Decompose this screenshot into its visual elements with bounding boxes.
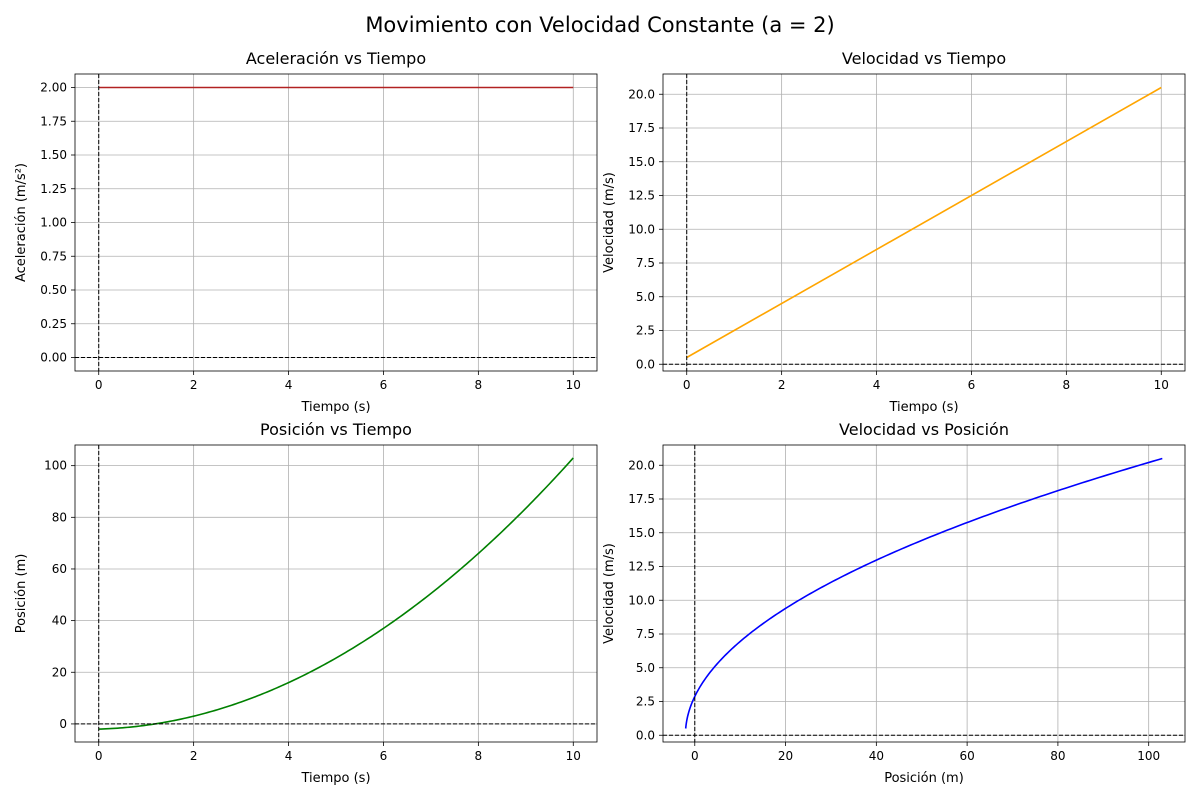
y-tick-label: 12.5 — [628, 189, 655, 203]
x-tick-label: 6 — [380, 378, 388, 392]
y-tick-label: 20 — [52, 665, 67, 679]
x-tick-label: 2 — [778, 378, 786, 392]
y-tick-label: 15.0 — [628, 526, 655, 540]
y-tick-label: 0.25 — [40, 317, 67, 331]
subplot-title: Velocidad vs Posición — [839, 420, 1009, 439]
subplot-4: 0 20 40 60 80 100 0.0 2.5 5.0 7.5 10.0 12.5 15.0 17.5… — [602, 420, 1186, 786]
y-tick-label: 10.0 — [628, 222, 655, 236]
y-tick-label: 17.5 — [628, 492, 655, 506]
x-tick-label: 2 — [190, 749, 198, 763]
y-tick-label: 60 — [52, 562, 67, 576]
x-tick-label: 10 — [566, 749, 581, 763]
y-tick-label: 0.75 — [40, 249, 67, 263]
x-tick-label: 80 — [1050, 749, 1065, 763]
y-tick-label: 0 — [59, 717, 67, 731]
x-tick-label: 100 — [1137, 749, 1160, 763]
x-tick-label: 2 — [190, 378, 198, 392]
y-tick-label: 1.50 — [40, 148, 67, 162]
y-tick-label: 100 — [44, 459, 67, 473]
y-tick-label: 40 — [52, 614, 67, 628]
x-tick-label: 10 — [566, 378, 581, 392]
x-tick-label: 40 — [869, 749, 884, 763]
y-tick-label: 17.5 — [628, 121, 655, 135]
x-tick-label: 0 — [95, 749, 103, 763]
subplot-title: Posición vs Tiempo — [260, 420, 412, 439]
x-tick-label: 8 — [1063, 378, 1071, 392]
y-tick-label: 10.0 — [628, 593, 655, 607]
y-tick-label: 20.0 — [628, 458, 655, 472]
y-tick-label: 5.0 — [636, 661, 655, 675]
x-axis-label: Tiempo (s) — [300, 771, 370, 786]
y-tick-label: 0.0 — [636, 728, 655, 742]
x-tick-label: 6 — [968, 378, 976, 392]
y-axis-label: Velocidad (m/s) — [602, 543, 617, 644]
y-tick-label: 12.5 — [628, 560, 655, 574]
x-tick-label: 8 — [475, 749, 483, 763]
subplot-2: 0 2 4 6 8 10 0.0 2.5 5.0 7.5 10.0 12.5 15.0 17.5 20.0 V… — [602, 49, 1186, 415]
x-axis-label: Posición (m) — [884, 771, 964, 786]
x-tick-label: 10 — [1154, 378, 1169, 392]
x-tick-label: 6 — [380, 749, 388, 763]
y-tick-label: 0.50 — [40, 283, 67, 297]
y-tick-label: 15.0 — [628, 155, 655, 169]
y-tick-label: 0.00 — [40, 351, 67, 365]
x-axis-label: Tiempo (s) — [888, 400, 958, 415]
y-tick-label: 1.75 — [40, 114, 67, 128]
x-tick-label: 8 — [475, 378, 483, 392]
x-axis-label: Tiempo (s) — [300, 400, 370, 415]
figure-title: Movimiento con Velocidad Constante (a = … — [365, 13, 834, 37]
y-tick-label: 0.0 — [636, 357, 655, 371]
y-axis-label: Posición (m) — [14, 554, 29, 634]
y-tick-label: 1.25 — [40, 182, 67, 196]
y-tick-label: 2.5 — [636, 695, 655, 709]
x-tick-label: 4 — [873, 378, 881, 392]
series-line-1 — [98, 457, 574, 730]
y-tick-label: 1.00 — [40, 216, 67, 230]
y-tick-label: 2.00 — [40, 81, 67, 95]
axes-frame — [662, 444, 1186, 743]
y-axis-label: Velocidad (m/s) — [602, 172, 617, 273]
subplot-title: Velocidad vs Tiempo — [842, 49, 1006, 68]
x-tick-label: 0 — [691, 749, 699, 763]
x-tick-label: 4 — [285, 749, 293, 763]
x-tick-label: 4 — [285, 378, 293, 392]
subplot-1: 0 2 4 6 8 10 0.00 0.25 0.50 0.75 1.00 1.25 1.50 1.75 2… — [14, 49, 598, 415]
axes-frame — [74, 444, 598, 743]
y-tick-label: 7.5 — [636, 256, 655, 270]
y-tick-label: 5.0 — [636, 290, 655, 304]
axes-frame — [662, 73, 1186, 372]
x-tick-label: 0 — [683, 378, 691, 392]
y-tick-label: 2.5 — [636, 324, 655, 338]
x-tick-label: 60 — [959, 749, 974, 763]
series-line-1 — [684, 457, 1163, 729]
subplot-title: Aceleración vs Tiempo — [246, 49, 426, 68]
x-tick-label: 20 — [778, 749, 793, 763]
x-tick-label: 0 — [95, 378, 103, 392]
y-tick-label: 7.5 — [636, 627, 655, 641]
y-tick-label: 80 — [52, 510, 67, 524]
y-axis-label: Aceleración (m/s²) — [14, 163, 29, 282]
y-tick-label: 20.0 — [628, 87, 655, 101]
series-line-1 — [686, 86, 1162, 359]
